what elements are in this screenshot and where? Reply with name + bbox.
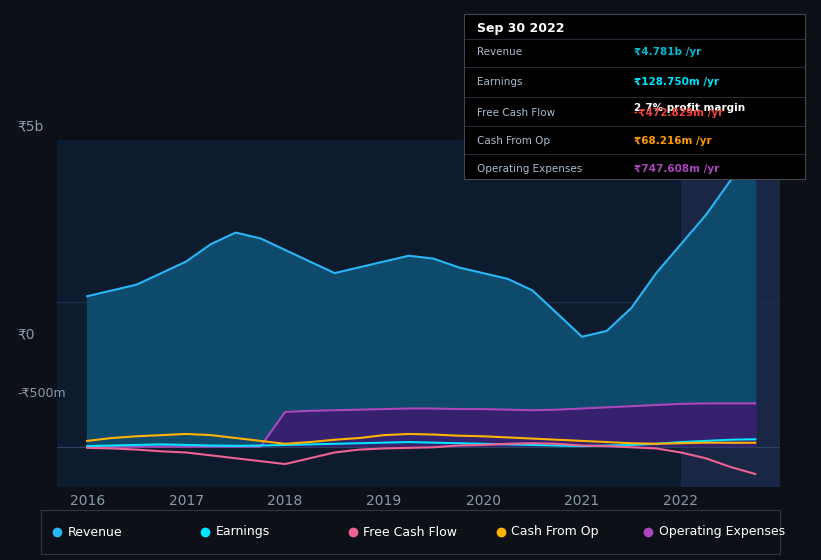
Text: 2.7% profit margin: 2.7% profit margin bbox=[635, 103, 745, 113]
Text: Revenue: Revenue bbox=[67, 525, 122, 539]
Text: Earnings: Earnings bbox=[215, 525, 269, 539]
Text: ₹128.750m /yr: ₹128.750m /yr bbox=[635, 77, 719, 87]
Text: ₹0: ₹0 bbox=[18, 328, 35, 342]
Text: Operating Expenses: Operating Expenses bbox=[478, 164, 583, 174]
Text: Free Cash Flow: Free Cash Flow bbox=[478, 108, 556, 118]
Text: Operating Expenses: Operating Expenses bbox=[658, 525, 785, 539]
Text: Cash From Op: Cash From Op bbox=[511, 525, 599, 539]
Text: ₹747.608m /yr: ₹747.608m /yr bbox=[635, 164, 719, 174]
Bar bbox=[681, 140, 780, 487]
Text: ₹5b: ₹5b bbox=[18, 119, 44, 133]
Text: -₹472.829m /yr: -₹472.829m /yr bbox=[635, 108, 723, 118]
Text: Revenue: Revenue bbox=[478, 47, 523, 57]
Text: ₹68.216m /yr: ₹68.216m /yr bbox=[635, 136, 712, 146]
Text: Sep 30 2022: Sep 30 2022 bbox=[478, 22, 565, 35]
Text: ₹4.781b /yr: ₹4.781b /yr bbox=[635, 47, 701, 57]
Text: Free Cash Flow: Free Cash Flow bbox=[363, 525, 457, 539]
Text: Cash From Op: Cash From Op bbox=[478, 136, 551, 146]
Text: Earnings: Earnings bbox=[478, 77, 523, 87]
Text: -₹500m: -₹500m bbox=[18, 387, 67, 400]
